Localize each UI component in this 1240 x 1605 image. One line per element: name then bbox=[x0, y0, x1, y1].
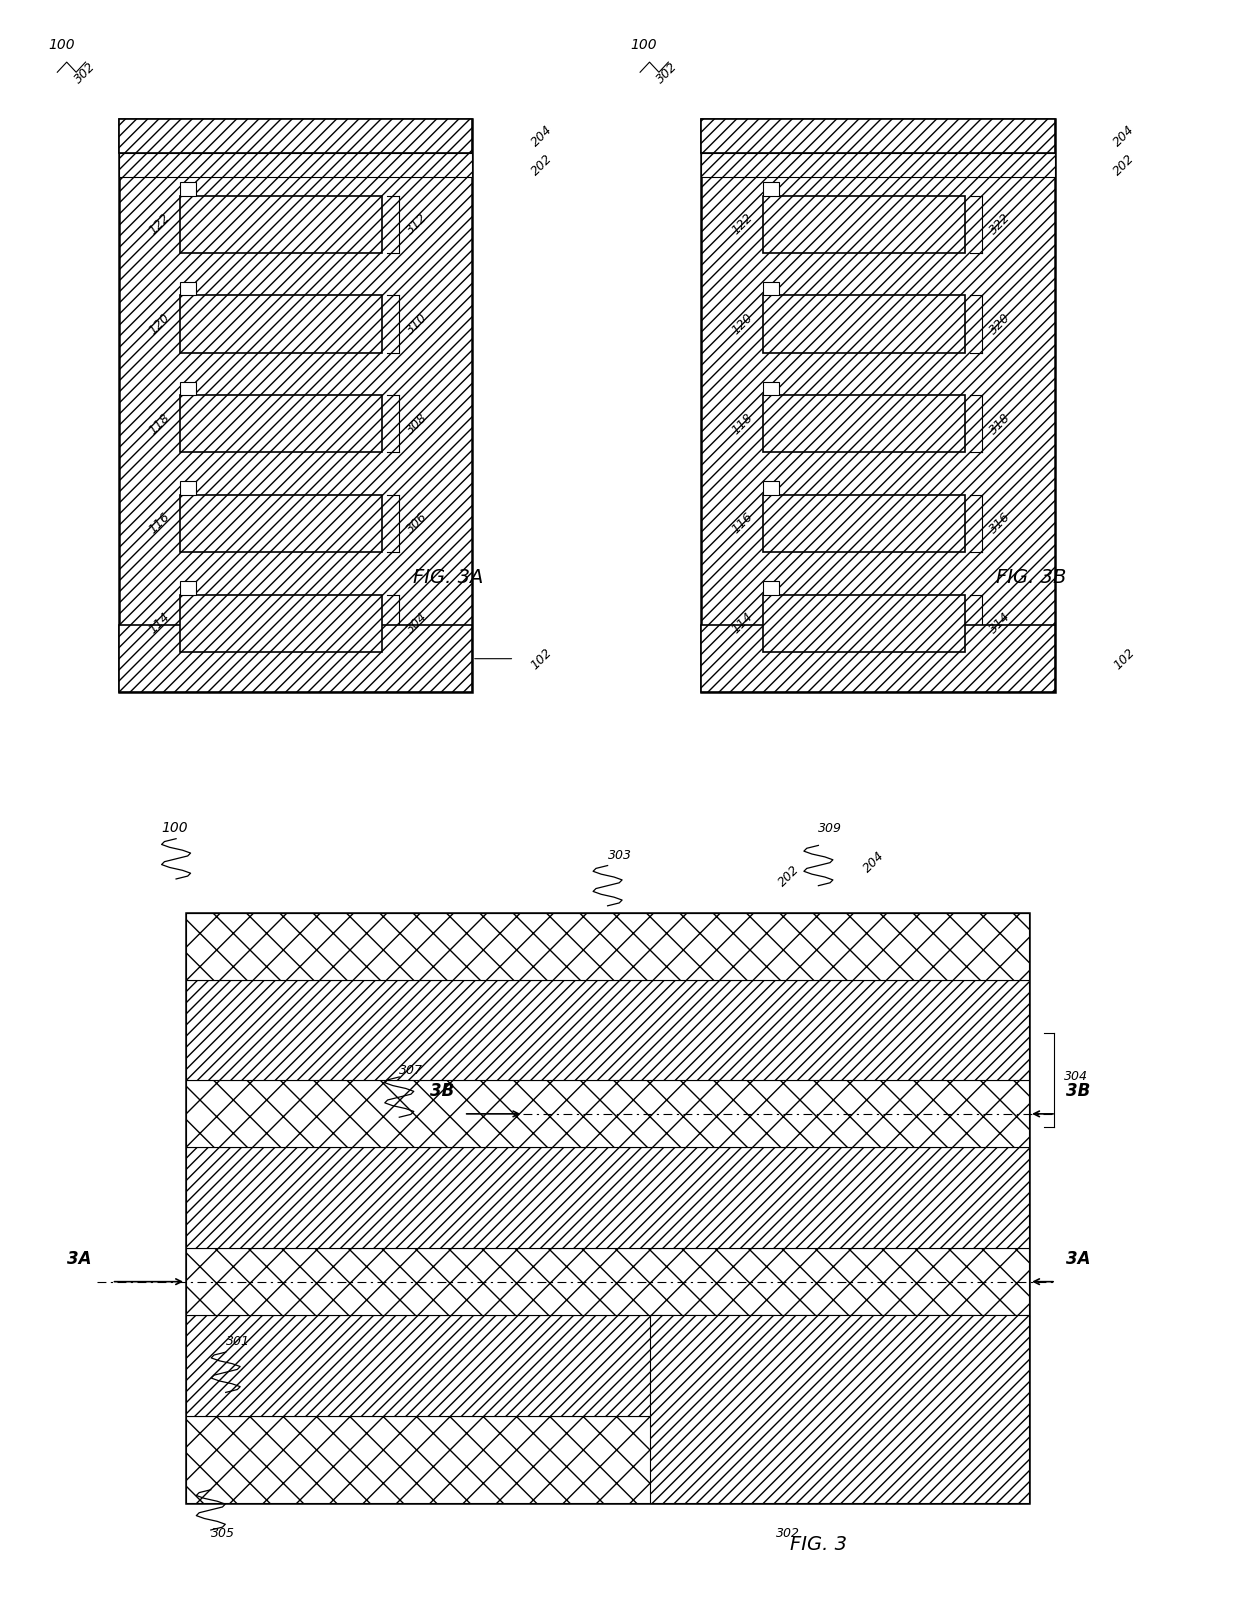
Text: 306: 306 bbox=[404, 510, 430, 536]
Text: 114: 114 bbox=[146, 610, 172, 637]
Bar bbox=[182, 599, 381, 648]
Bar bbox=[180, 295, 382, 353]
Text: 122: 122 bbox=[729, 212, 755, 238]
Text: 116: 116 bbox=[729, 510, 755, 536]
Bar bbox=[763, 594, 965, 652]
Text: 204: 204 bbox=[528, 124, 554, 149]
Text: 118: 118 bbox=[146, 411, 172, 437]
Text: 314: 314 bbox=[987, 610, 1013, 637]
Text: 100: 100 bbox=[631, 39, 657, 51]
Text: 120: 120 bbox=[146, 311, 172, 337]
Bar bbox=[763, 494, 965, 552]
Bar bbox=[119, 119, 472, 692]
Bar bbox=[119, 119, 472, 152]
Text: 202: 202 bbox=[1111, 152, 1137, 178]
Bar bbox=[186, 913, 1029, 979]
Text: 3B: 3B bbox=[429, 1082, 454, 1101]
Text: 3A: 3A bbox=[67, 1250, 92, 1268]
Text: 304: 304 bbox=[1064, 1071, 1087, 1083]
Bar bbox=[763, 282, 779, 295]
Bar bbox=[186, 1148, 1029, 1249]
Text: 202: 202 bbox=[776, 862, 802, 889]
Text: 302: 302 bbox=[655, 59, 681, 85]
Text: FIG. 3A: FIG. 3A bbox=[413, 568, 484, 587]
Bar bbox=[763, 482, 779, 494]
Bar bbox=[186, 1416, 1029, 1504]
Text: 320: 320 bbox=[987, 311, 1013, 337]
Bar bbox=[186, 913, 1029, 1504]
Bar bbox=[180, 395, 382, 453]
Bar bbox=[765, 599, 962, 648]
Text: FIG. 3B: FIG. 3B bbox=[996, 568, 1066, 587]
Bar bbox=[186, 1080, 1029, 1148]
Text: 204: 204 bbox=[861, 849, 887, 875]
Text: 202: 202 bbox=[528, 152, 554, 178]
Text: 310: 310 bbox=[404, 311, 430, 337]
Bar bbox=[180, 196, 382, 254]
Bar bbox=[702, 119, 1055, 152]
Bar bbox=[763, 395, 965, 453]
Bar bbox=[763, 382, 779, 395]
Bar bbox=[765, 199, 962, 249]
Bar bbox=[182, 498, 381, 549]
Bar bbox=[180, 382, 196, 395]
Text: 3B: 3B bbox=[1066, 1082, 1090, 1101]
Bar bbox=[182, 199, 381, 249]
Bar bbox=[119, 152, 472, 177]
Text: 102: 102 bbox=[1111, 645, 1137, 672]
Text: 307: 307 bbox=[399, 1064, 423, 1077]
Bar bbox=[119, 624, 472, 692]
Bar bbox=[186, 1314, 1029, 1416]
Bar bbox=[765, 498, 962, 549]
Bar bbox=[180, 282, 196, 295]
Text: 309: 309 bbox=[818, 822, 842, 835]
Text: 204: 204 bbox=[1111, 124, 1137, 149]
Text: 120: 120 bbox=[729, 311, 755, 337]
Bar bbox=[180, 581, 196, 594]
Bar bbox=[765, 299, 962, 350]
Text: 305: 305 bbox=[211, 1526, 234, 1539]
Text: 316: 316 bbox=[987, 510, 1013, 536]
Text: 302: 302 bbox=[72, 59, 98, 85]
Text: FIG. 3: FIG. 3 bbox=[790, 1534, 847, 1554]
Bar bbox=[180, 482, 196, 494]
Bar bbox=[186, 1249, 1029, 1314]
Bar bbox=[182, 299, 381, 350]
Bar bbox=[702, 152, 1055, 177]
Text: 322: 322 bbox=[987, 212, 1013, 238]
Text: 100: 100 bbox=[48, 39, 74, 51]
Bar bbox=[763, 295, 965, 353]
Text: 114: 114 bbox=[729, 610, 755, 637]
Text: 304: 304 bbox=[404, 610, 430, 637]
Text: 302: 302 bbox=[776, 1526, 800, 1539]
Text: 102: 102 bbox=[528, 645, 554, 672]
Text: 308: 308 bbox=[404, 411, 430, 437]
Bar bbox=[182, 398, 381, 449]
Text: 301: 301 bbox=[226, 1335, 249, 1348]
Bar bbox=[650, 1314, 1029, 1504]
Bar bbox=[763, 196, 965, 254]
Text: 116: 116 bbox=[146, 510, 172, 536]
Bar bbox=[702, 624, 1055, 692]
Bar bbox=[186, 979, 1029, 1080]
Bar bbox=[702, 119, 1055, 692]
Bar bbox=[180, 494, 382, 552]
Bar bbox=[763, 181, 779, 196]
Text: 100: 100 bbox=[161, 822, 187, 835]
Bar bbox=[180, 181, 196, 196]
Text: 118: 118 bbox=[729, 411, 755, 437]
Bar bbox=[180, 594, 382, 652]
Text: 303: 303 bbox=[608, 849, 631, 862]
Bar bbox=[763, 581, 779, 594]
Text: 122: 122 bbox=[146, 212, 172, 238]
Text: 318: 318 bbox=[987, 411, 1013, 437]
Text: 312: 312 bbox=[404, 212, 430, 238]
Text: 3A: 3A bbox=[1066, 1250, 1090, 1268]
Bar bbox=[765, 398, 962, 449]
